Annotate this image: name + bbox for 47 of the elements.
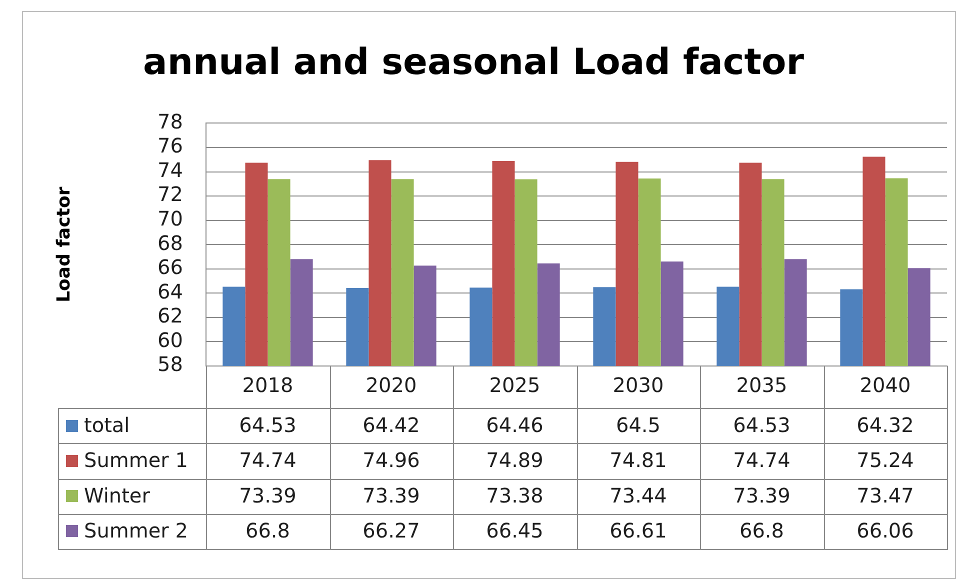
- chart-title: annual and seasonal Load factor: [143, 42, 804, 83]
- data-label: 64.42: [362, 412, 420, 437]
- y-tick-label: 62: [158, 304, 183, 328]
- x-tick-label: 2040: [860, 373, 911, 398]
- data-label: 73.47: [856, 483, 914, 508]
- y-tick-label: 76: [158, 134, 183, 158]
- data-label: 64.53: [733, 412, 790, 437]
- y-tick-label: 64: [158, 279, 183, 304]
- data-label: 73.39: [733, 483, 790, 508]
- legend-label: Summer 2: [84, 518, 188, 543]
- data-label: 74.96: [362, 448, 420, 472]
- data-label: 74.81: [610, 448, 667, 472]
- data-label: 75.24: [856, 448, 914, 472]
- legend-label: Summer 1: [84, 448, 188, 472]
- y-tick-label: 72: [158, 182, 183, 206]
- data-label: 74.89: [486, 448, 544, 472]
- data-label: 73.39: [362, 483, 420, 508]
- data-label: 74.74: [733, 448, 790, 472]
- y-tick-label: 78: [158, 109, 183, 134]
- data-label: 66.27: [362, 518, 420, 543]
- data-label: 73.44: [610, 483, 667, 508]
- x-tick-label: 2020: [366, 373, 417, 398]
- y-tick-label: 70: [158, 206, 183, 231]
- x-tick-label: 2018: [242, 373, 294, 398]
- legend-label: Winter: [84, 483, 151, 508]
- data-label: 66.45: [486, 518, 544, 543]
- y-axis-title: Load factor: [54, 186, 75, 302]
- data-label: 64.46: [486, 412, 544, 437]
- x-tick-label: 2030: [612, 373, 664, 398]
- data-label: 73.39: [239, 483, 296, 508]
- data-label: 74.74: [239, 448, 296, 472]
- y-tick-label: 60: [158, 328, 183, 352]
- x-tick-label: 2025: [489, 373, 540, 398]
- y-tick-label: 74: [158, 158, 183, 182]
- data-label: 64.32: [856, 412, 914, 437]
- data-label: 64.53: [239, 412, 296, 437]
- data-label: 66.8: [245, 518, 290, 543]
- data-label: 66.8: [739, 518, 784, 543]
- y-tick-label: 66: [158, 255, 183, 280]
- y-tick-label: 68: [158, 230, 183, 255]
- data-label: 73.38: [486, 483, 544, 508]
- data-label: 64.5: [616, 412, 661, 437]
- data-label: 66.06: [856, 518, 914, 543]
- legend-label: total: [84, 412, 130, 437]
- y-tick-label: 58: [158, 352, 183, 376]
- data-label: 66.61: [610, 518, 667, 543]
- x-tick-label: 2035: [736, 373, 788, 398]
